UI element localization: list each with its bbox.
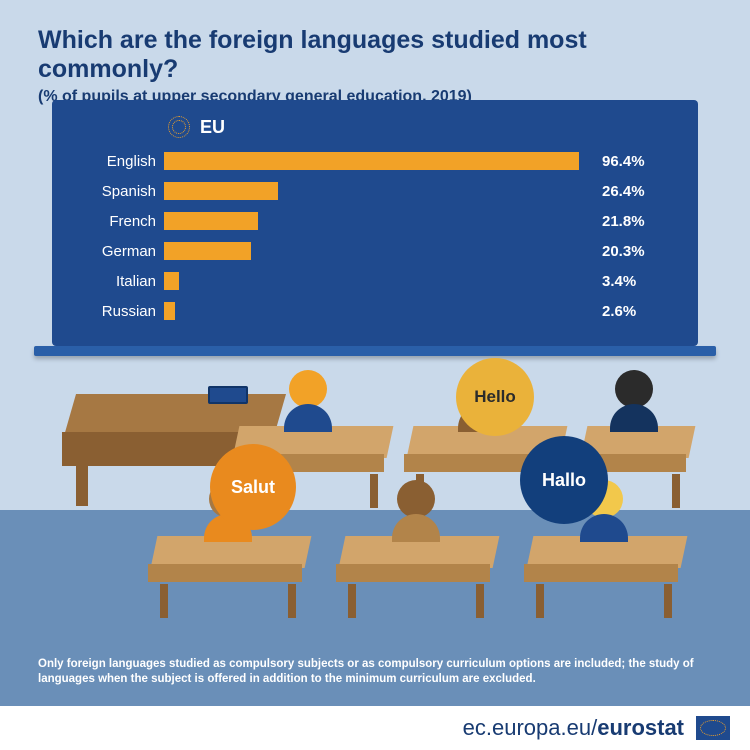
bar-value: 96.4% [602, 153, 645, 170]
bar-row: Italian 3.4% [72, 268, 678, 294]
bar [164, 242, 251, 260]
bar-track [164, 212, 594, 230]
bar-value: 21.8% [602, 213, 645, 230]
bar-track [164, 182, 594, 200]
eu-flag-icon [696, 716, 730, 740]
bar-row: English 96.4% [72, 148, 678, 174]
speech-bubble-hello: Hello [456, 358, 534, 436]
infographic-canvas: Which are the foreign languages studied … [0, 0, 750, 750]
classroom-illustration: Salut Hello Hallo [60, 372, 690, 652]
bar-value: 2.6% [602, 303, 636, 320]
footnote: Only foreign languages studied as compul… [38, 657, 712, 688]
pupil [386, 480, 446, 542]
bar [164, 212, 258, 230]
header: Which are the foreign languages studied … [38, 26, 712, 106]
footer: ec.europa.eu/eurostat [0, 706, 750, 750]
bar-label: French [72, 213, 164, 230]
footer-url-plain: ec.europa.eu/ [463, 715, 598, 740]
bar [164, 152, 579, 170]
bar-row: Russian 2.6% [72, 298, 678, 324]
bar-track [164, 272, 594, 290]
speech-bubble-salut: Salut [210, 444, 296, 530]
chalkboard-ledge [34, 346, 716, 356]
chart-board: EU English 96.4% Spanish 26.4% French 21.8% Ge… [52, 100, 698, 346]
bubble-text: Hallo [542, 470, 586, 491]
bar-row: German 20.3% [72, 238, 678, 264]
bar [164, 182, 278, 200]
region-label: EU [200, 117, 225, 138]
bar [164, 272, 179, 290]
speech-bubble-hallo: Hallo [520, 436, 608, 524]
bar-value: 20.3% [602, 243, 645, 260]
bar-label: Russian [72, 303, 164, 320]
bar [164, 302, 175, 320]
region-row: EU [168, 116, 678, 138]
bar-track [164, 242, 594, 260]
bar-label: German [72, 243, 164, 260]
bar-value: 3.4% [602, 273, 636, 290]
bar-track [164, 302, 594, 320]
bubble-text: Salut [231, 477, 275, 498]
chalkboard: EU English 96.4% Spanish 26.4% French 21.8% Ge… [52, 100, 698, 356]
bar-row: French 21.8% [72, 208, 678, 234]
bar-value: 26.4% [602, 183, 645, 200]
eu-flag-icon [168, 116, 190, 138]
bar-track [164, 152, 594, 170]
footer-url: ec.europa.eu/eurostat [463, 715, 684, 741]
pupil [278, 370, 338, 432]
bubble-text: Hello [474, 387, 516, 407]
footer-url-bold: eurostat [597, 715, 684, 740]
bar-label: English [72, 153, 164, 170]
bar-row: Spanish 26.4% [72, 178, 678, 204]
bar-rows: English 96.4% Spanish 26.4% French 21.8% Germa… [72, 148, 678, 324]
title: Which are the foreign languages studied … [38, 26, 712, 84]
bar-label: Italian [72, 273, 164, 290]
bar-label: Spanish [72, 183, 164, 200]
pupil [604, 370, 664, 432]
